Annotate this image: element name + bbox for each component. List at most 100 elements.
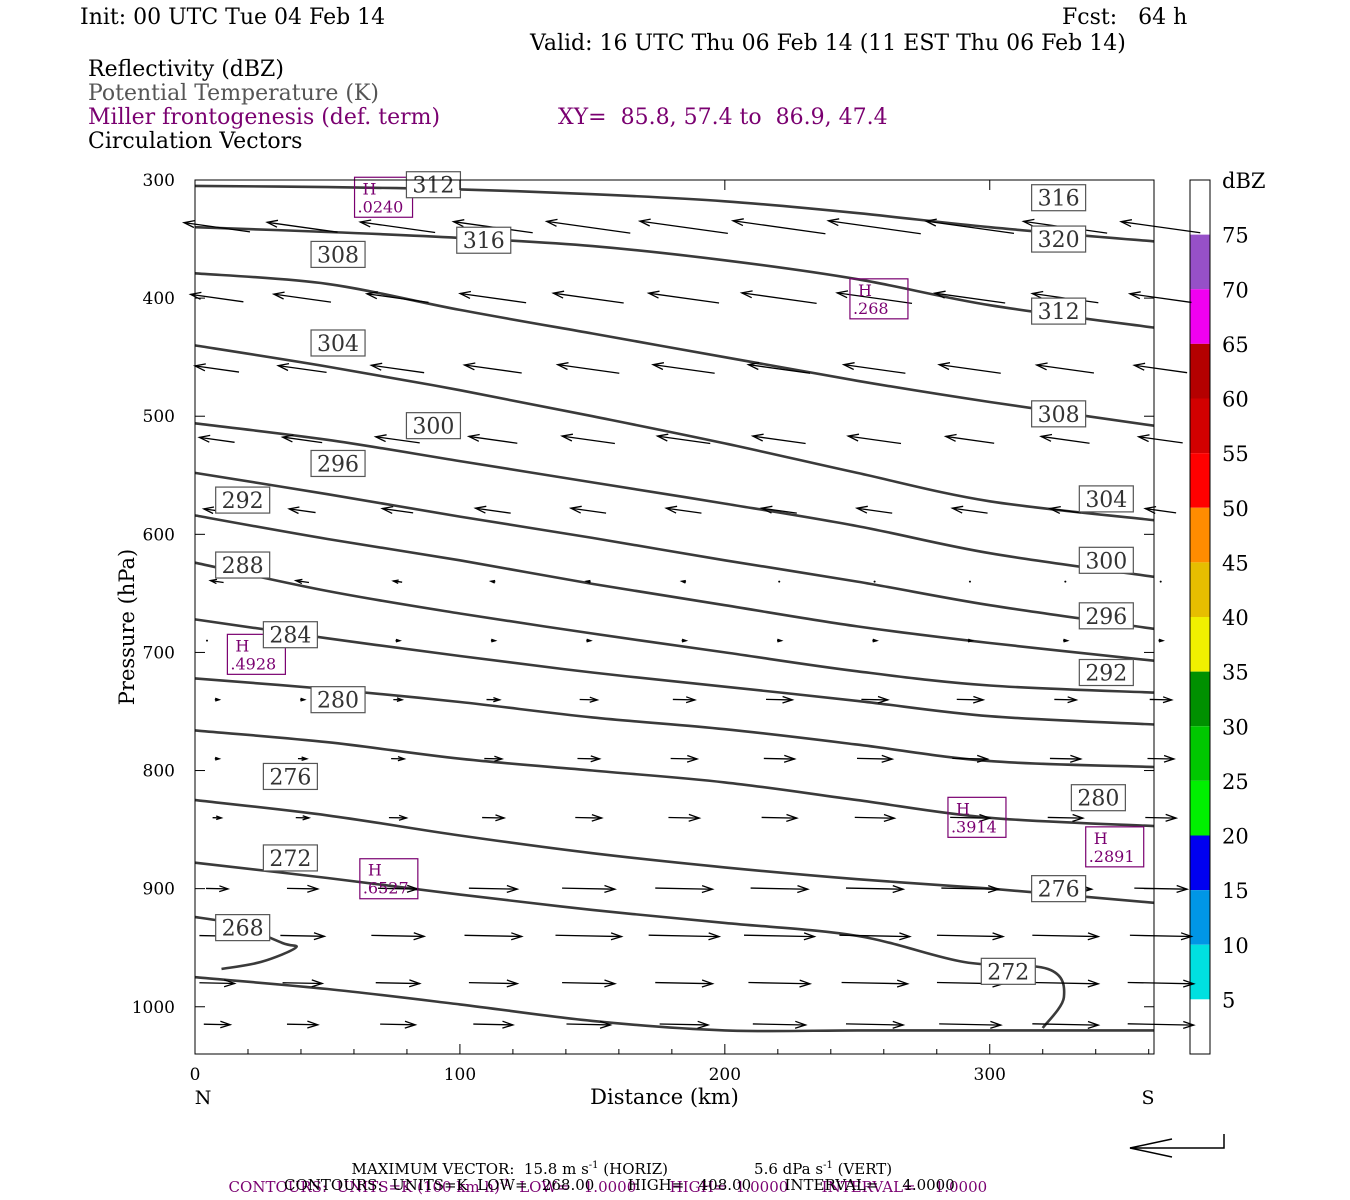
colorbar-segment: [1190, 999, 1210, 1054]
theta-label-320: 320: [1031, 225, 1087, 253]
maximum-value: .6527: [363, 879, 409, 898]
circulation-vector: [490, 638, 498, 643]
vector-head: [799, 979, 813, 988]
circulation-vector: [388, 814, 409, 821]
theta-contour-276: [194, 798, 1155, 905]
label-box: [215, 914, 271, 942]
circulation-vector: [651, 362, 715, 374]
vector-head: [307, 884, 320, 893]
circulation-vector: [1127, 1020, 1196, 1030]
colorbar-segment: [1190, 562, 1210, 617]
vector-head: [560, 433, 574, 442]
surface-line: [194, 975, 1154, 1033]
theta-contour-316: [194, 225, 1155, 329]
vector-head: [610, 932, 624, 941]
vector-shaft: [570, 507, 607, 514]
vector-head: [395, 638, 402, 643]
frontogenesis-maximum: H.4928: [226, 633, 286, 675]
maximum-box: [226, 633, 286, 675]
cross-section-endpoints: XY= 85.8, 57.4 to 86.9, 47.4: [558, 105, 888, 130]
circulation-vector: [748, 979, 813, 988]
circulation-vector: [950, 505, 988, 514]
vector-head: [1180, 932, 1194, 941]
frontogenesis-maximum: H.3914: [947, 796, 1007, 838]
circulation-vector: [464, 932, 524, 941]
label-box: [310, 329, 366, 357]
circulation-vector: [1047, 505, 1081, 514]
vector-head: [397, 755, 407, 762]
circulation-vector: [466, 433, 518, 444]
vector-head: [681, 638, 689, 643]
vector-head: [208, 578, 218, 585]
vector-shaft: [950, 816, 990, 819]
vector-shaft: [1138, 436, 1183, 444]
vector-shaft: [936, 934, 1003, 938]
label-box: [1031, 297, 1087, 325]
vector-head: [637, 218, 651, 227]
colorbar: dBZ 5 10 15 20 25 30 35 40 45 50 55 60 65 70 75: [1189, 169, 1265, 1055]
circulation-vector: [846, 433, 902, 445]
colorbar-segment: [1190, 671, 1210, 727]
vector-head: [494, 755, 505, 762]
vector-head: [544, 218, 558, 227]
vector-shaft: [732, 220, 826, 235]
vector-shaft: [752, 435, 806, 445]
vector-head: [979, 813, 992, 823]
colorbar-segment: [1190, 890, 1210, 945]
circulation-vector: [655, 884, 715, 894]
circulation-vector: [484, 755, 505, 762]
vector-head: [313, 932, 327, 941]
vector-head: [271, 291, 285, 300]
colorbar-segment: [1190, 617, 1210, 672]
frontogenesis-contour-info: CONTOURS: UNITS=K (100 km h)-1 LOW= 1.00…: [219, 1158, 988, 1196]
vector-head: [223, 979, 237, 988]
theta-label-316: 316: [456, 226, 512, 254]
vector-shaft: [382, 507, 414, 514]
vector-head: [1039, 433, 1053, 442]
vector-shaft: [941, 887, 999, 890]
label-box: [215, 486, 271, 514]
vector-shaft: [1032, 1023, 1099, 1026]
vector-head: [396, 697, 405, 703]
theta-contour-308: [194, 344, 1155, 522]
label-text: 308: [317, 243, 359, 268]
colorbar-segment: [1190, 289, 1210, 344]
vector-head: [280, 434, 294, 443]
vector-shaft: [468, 435, 518, 444]
vector-head: [782, 695, 795, 704]
vector-head: [413, 932, 427, 941]
vector-head: [1047, 505, 1061, 514]
circulation-vector: [873, 580, 876, 583]
vector-head: [391, 579, 399, 584]
theta-label-272: 272: [980, 957, 1036, 985]
label-box: [1031, 875, 1087, 903]
fronto-units: CONTOURS: UNITS=K (100 km h): [228, 1178, 500, 1196]
circulation-vector: [950, 813, 992, 823]
x-tick-label: 100: [444, 1065, 476, 1085]
label-text: 284: [269, 624, 311, 649]
colorbar-segment: [1190, 944, 1210, 1000]
label-text: 288: [222, 554, 264, 579]
circulation-vector: [473, 505, 511, 514]
vector-head: [219, 885, 231, 893]
circulation-vector: [468, 884, 520, 894]
circulation-vector: [276, 362, 327, 374]
vector-shaft: [945, 435, 995, 444]
circulation-vector: [750, 884, 810, 894]
label-text: 304: [317, 332, 359, 357]
vector-shaft: [1129, 293, 1192, 304]
vector-head: [835, 290, 849, 299]
max-vector-vert: 5.6 dPa s: [754, 1160, 824, 1178]
vector-shaft: [1032, 981, 1099, 985]
label-text: 308: [1038, 403, 1080, 428]
label-box: [1078, 485, 1134, 513]
vector-shaft: [464, 364, 522, 374]
colorbar-segment: [1190, 835, 1210, 891]
vector-head: [307, 1020, 320, 1029]
vector-head: [655, 433, 669, 442]
label-text: 300: [1085, 549, 1127, 574]
circulation-vector: [555, 932, 624, 941]
theta-label-292: 292: [1078, 658, 1134, 687]
vector-head: [697, 1020, 711, 1029]
